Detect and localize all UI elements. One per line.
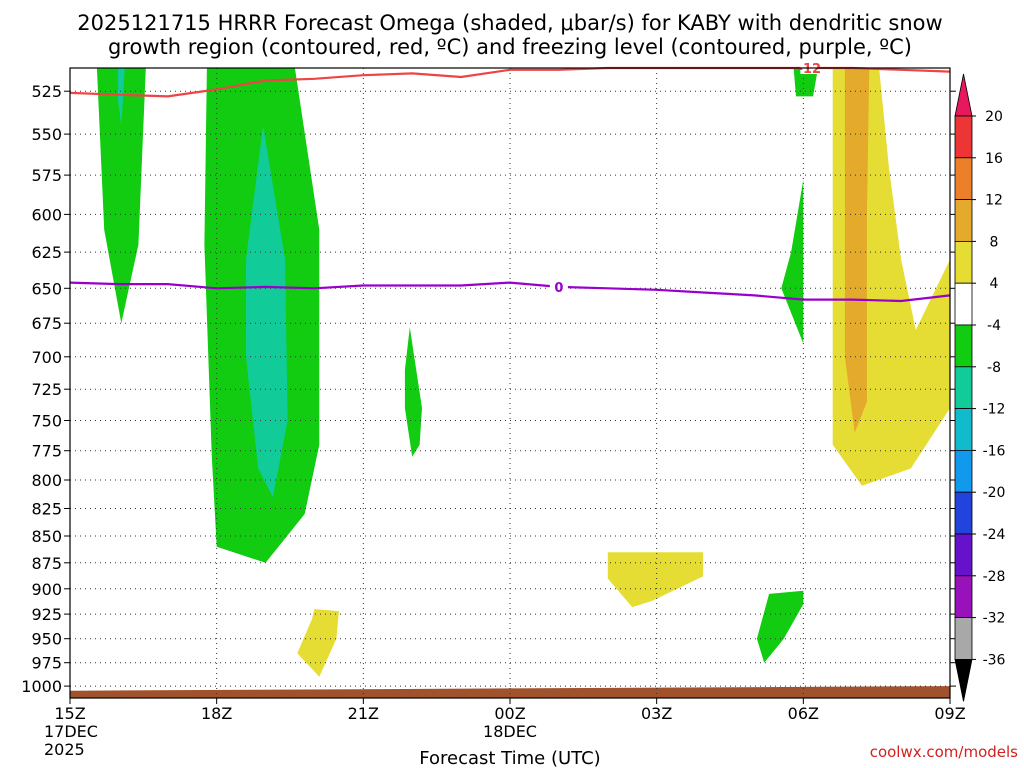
omega-region-6	[297, 609, 339, 677]
y-tick-label-825: 825	[31, 500, 62, 519]
colorbar-segment-1	[954, 115, 973, 159]
colorbar-top-arrow	[954, 73, 973, 117]
x-tick-label-15Z: 15Z	[54, 704, 85, 723]
x-tick-label-21Z: 21Z	[348, 704, 379, 723]
colorbar-label-12: -32	[983, 611, 1006, 627]
omega-region-1	[96, 68, 146, 324]
omega-region-8	[756, 590, 804, 663]
y-tick-label-875: 875	[31, 554, 62, 573]
credit-text: coolwx.com/models	[870, 743, 1018, 761]
x-axis-label: Forecast Time (UTC)	[419, 748, 600, 768]
colorbar-segment-4	[954, 240, 973, 284]
colorbar-label-7: -12	[983, 402, 1006, 418]
freezing-level-line-label: 0	[554, 281, 563, 296]
colorbar-segment-3	[954, 199, 973, 242]
colorbar-bottom-arrow	[954, 659, 973, 702]
colorbar-label-4: 4	[990, 276, 999, 292]
y-tick-label-525: 525	[31, 82, 62, 101]
colorbar-segment-6	[954, 324, 973, 368]
x-tick-label-09Z: 09Z	[934, 704, 965, 723]
colorbar-label-2: 12	[985, 193, 1003, 209]
x-tick-sub-00Z-1: 18DEC	[483, 722, 537, 741]
colorbar-label-6: -8	[987, 360, 1001, 376]
y-tick-label-850: 850	[31, 527, 62, 546]
y-tick-label-900: 900	[31, 580, 62, 599]
x-tick-label-18Z: 18Z	[201, 704, 232, 723]
colorbar-segment-13	[954, 617, 973, 660]
freezing-level-line	[69, 281, 951, 303]
y-axis-ticks: 525 550 575 600 625 650 675 700 725 750 775 800 825 8…	[21, 82, 956, 696]
grid-lines	[70, 68, 950, 698]
y-tick-label-950: 950	[31, 630, 62, 649]
y-tick-label-1000: 1000	[21, 677, 62, 696]
colorbar-segment-9	[954, 449, 973, 493]
colorbar-label-13: -36	[983, 652, 1006, 668]
y-tick-label-750: 750	[31, 412, 62, 431]
omega-region-12	[844, 68, 870, 433]
y-tick-label-925: 925	[31, 605, 62, 624]
colorbar-label-3: 8	[990, 234, 999, 250]
omega-region-10	[793, 68, 818, 97]
omega-region-4	[246, 125, 288, 498]
dendritic-growth-line-label-bg	[800, 60, 819, 74]
y-tick-label-975: 975	[31, 654, 62, 673]
omega-region-9	[781, 179, 804, 344]
colorbar-segment-2	[954, 157, 973, 201]
y-tick-label-700: 700	[31, 348, 62, 367]
omega-shaded-regions	[96, 68, 950, 677]
colorbar-segment-8	[954, 408, 973, 451]
y-tick-label-800: 800	[31, 471, 62, 490]
x-tick-sub-15Z-1: 17DEC	[44, 722, 98, 741]
y-tick-label-600: 600	[31, 205, 62, 224]
chart-title-line-2: growth region (contoured, red, ºC) and f…	[108, 35, 912, 59]
colorbar-segment-7	[954, 366, 973, 409]
contour-lines: 0 -12	[69, 60, 951, 303]
x-tick-sub-15Z-2: 2025	[44, 740, 85, 759]
colorbar-label-1: 16	[985, 151, 1003, 167]
dendritic-growth-line-label: -12	[798, 62, 822, 77]
colorbar-segment-11	[954, 533, 973, 577]
colorbar-segment-5	[954, 282, 973, 326]
terrain-fill	[70, 686, 950, 698]
y-tick-label-675: 675	[31, 314, 62, 333]
y-tick-label-550: 550	[31, 125, 62, 144]
x-tick-label-00Z: 00Z	[494, 704, 525, 723]
y-tick-label-725: 725	[31, 380, 62, 399]
x-tick-label-03Z: 03Z	[641, 704, 672, 723]
omega-region-2	[117, 68, 125, 126]
omega-region-7	[607, 552, 704, 608]
omega-region-5	[404, 327, 422, 457]
x-tick-label-06Z: 06Z	[788, 704, 819, 723]
colorbar-label-11: -28	[983, 569, 1006, 585]
colorbar-segment-10	[954, 491, 973, 535]
y-tick-label-625: 625	[31, 243, 62, 262]
colorbar-segment-12	[954, 575, 973, 618]
terrain-polygon	[70, 686, 950, 698]
y-tick-label-775: 775	[31, 442, 62, 461]
colorbar-label-8: -16	[983, 443, 1006, 459]
colorbar-label-10: -24	[983, 527, 1006, 543]
y-tick-label-650: 650	[31, 279, 62, 298]
chart-title-line-1: 2025121715 HRRR Forecast Omega (shaded, …	[77, 11, 942, 35]
y-tick-label-575: 575	[31, 166, 62, 185]
colorbar-label-0: 20	[985, 109, 1003, 125]
colorbar-label-5: -4	[987, 318, 1001, 334]
freezing-level-line-label-bg	[549, 278, 568, 293]
colorbar: 20 16 12 8 4 -4 -8 -12 -16 -20 -24 -28 -32 -36	[954, 73, 1006, 702]
colorbar-label-9: -20	[983, 485, 1006, 501]
